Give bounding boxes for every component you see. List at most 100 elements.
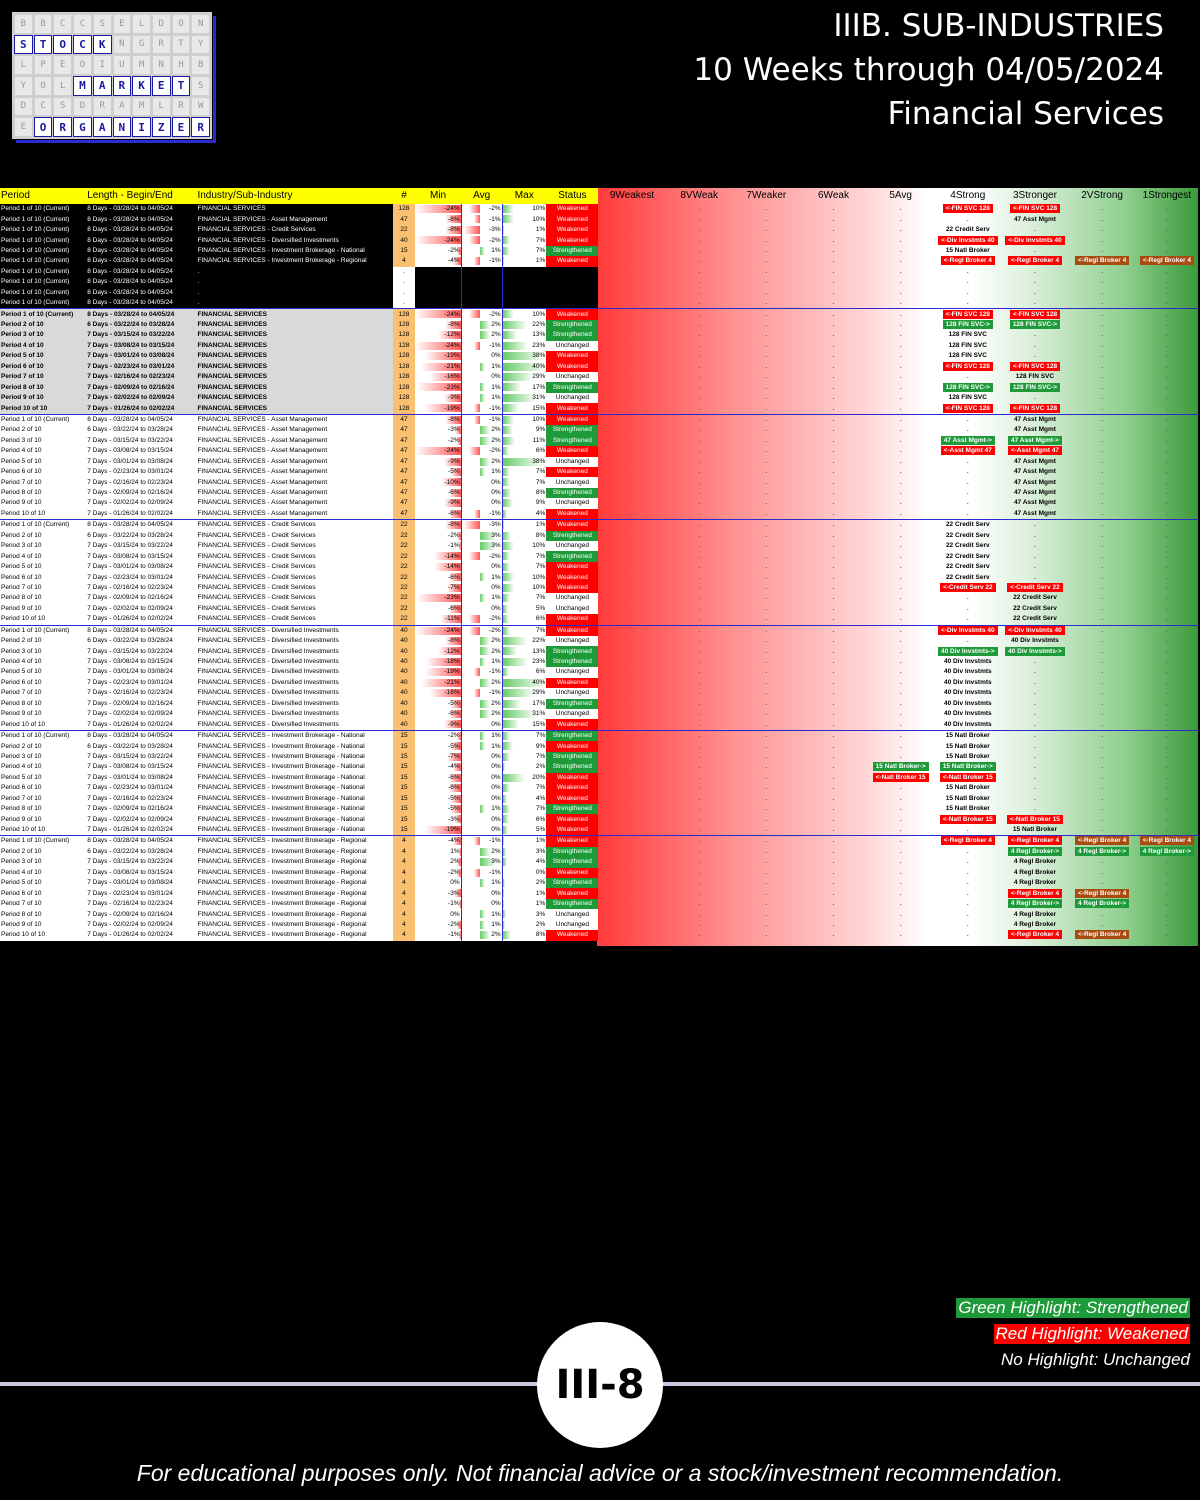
rank-tag: 128 FIN SVC xyxy=(948,341,987,349)
empty-marker: . xyxy=(765,583,768,591)
rank-8-cell: . xyxy=(666,246,733,256)
logo-filler-letter: W xyxy=(192,97,209,116)
empty-marker: . xyxy=(765,699,768,707)
empty-marker: . xyxy=(1165,732,1168,740)
empty-marker: . xyxy=(832,573,835,581)
rank-tag: 47 Asst Mgmt xyxy=(1013,499,1056,507)
rank-3-cell: <-Div Invstmts 40 xyxy=(1001,624,1069,636)
logo-letter: M xyxy=(73,76,92,96)
avg-value: 3% xyxy=(491,542,501,550)
rank-6-cell: . xyxy=(799,308,868,320)
rank-3-cell: 4 Regl Broker xyxy=(1001,857,1068,867)
status-cell: Strengthened xyxy=(546,487,599,499)
empty-marker: . xyxy=(899,563,902,571)
rank-tag: 4 Regl Broker xyxy=(1013,879,1057,887)
min-value: -8% xyxy=(448,415,460,423)
rank-5-cell: . xyxy=(867,267,934,277)
rank-9-cell: . xyxy=(598,624,666,636)
max-cell: 9% xyxy=(502,498,547,509)
logo-filler-letter: S xyxy=(192,76,209,95)
max-cell: 3% xyxy=(502,909,547,920)
status-cell: Strengthened xyxy=(546,656,599,668)
rank-8-cell: . xyxy=(665,729,733,742)
rank-9-cell: . xyxy=(598,436,665,446)
table-row: Period 2 of 10 6 Days - 03/22/24 to 03/28… xyxy=(0,741,1198,752)
max-cell: 1% xyxy=(502,224,547,236)
status-cell: Unchanged xyxy=(546,909,599,920)
rank-tag: 22 Credit Serv xyxy=(945,226,990,234)
length-cell: 7 Days - 03/08/24 to 03/15/24 xyxy=(86,340,197,352)
rank-1-cell: . xyxy=(1136,225,1198,235)
empty-marker: . xyxy=(832,531,835,539)
column-header: Period xyxy=(0,188,87,204)
min-value: -5% xyxy=(448,699,460,707)
min-value: -3% xyxy=(448,889,460,897)
column-header: 1Strongest xyxy=(1142,190,1192,201)
avg-value: -1% xyxy=(489,689,501,697)
rank-1-cell: <-Regl Broker 4 xyxy=(1135,835,1198,847)
empty-marker: . xyxy=(832,478,835,486)
logo-filler-letter: R xyxy=(93,97,111,116)
rank-6-cell: . xyxy=(800,551,867,561)
rank-1-cell: . xyxy=(1136,783,1198,793)
rank-2-cell: . xyxy=(1069,541,1136,551)
rank-7-cell: . xyxy=(733,382,800,392)
max-bar xyxy=(502,794,508,803)
rank-4-cell: . xyxy=(934,636,1001,646)
status-cell: Weakened xyxy=(546,741,599,752)
rank-tag: <-FIN SVC 128 xyxy=(1009,361,1061,371)
count-cell: 4 xyxy=(392,256,415,267)
rank-9-cell: . xyxy=(598,519,666,531)
rank-7-cell: . xyxy=(733,562,800,572)
disclaimer: For educational purposes only. Not finan… xyxy=(136,1460,1064,1486)
length-cell: 7 Days - 02/23/24 to 03/01/24 xyxy=(86,466,197,478)
empty-marker: . xyxy=(899,858,902,866)
avg-value: 1% xyxy=(491,594,501,602)
rank-8-cell: . xyxy=(666,277,733,287)
rank-4-cell: 47 Asst Mgmt-> xyxy=(934,435,1001,446)
count-cell: 15 xyxy=(392,729,415,742)
avg-cell: 0% xyxy=(460,498,503,509)
empty-marker: . xyxy=(832,215,835,223)
period-cell: Period 3 of 10 xyxy=(0,330,87,341)
status-cell: Strengthened xyxy=(546,435,599,447)
rank-6-cell: . xyxy=(800,804,867,814)
avg-value: -3% xyxy=(489,521,501,529)
avg-cell xyxy=(460,297,503,309)
rank-7-cell: . xyxy=(733,477,800,487)
avg-bar xyxy=(479,804,485,813)
empty-marker: . xyxy=(1101,226,1104,234)
length-cell: 7 Days - 02/02/24 to 02/09/24 xyxy=(86,498,197,509)
min-value: -8% xyxy=(448,521,460,529)
avg-cell: 2% xyxy=(460,846,503,858)
min-bar xyxy=(416,383,461,392)
empty-marker: . xyxy=(1165,805,1168,813)
rank-4-cell: . xyxy=(934,425,1001,435)
rank-4-cell: <-Regl Broker 4 xyxy=(934,835,1002,847)
avg-cell: 0% xyxy=(460,372,503,383)
rank-4-cell: <-Regl Broker 4 xyxy=(934,256,1001,266)
avg-bar xyxy=(479,742,485,751)
min-cell: -23% xyxy=(415,382,462,393)
rank-3-cell: 4 Regl Broker-> xyxy=(1001,846,1068,857)
max-cell: 17% xyxy=(502,698,547,709)
empty-marker: . xyxy=(765,752,768,760)
rank-4-cell: 128 FIN SVC xyxy=(934,393,1001,403)
logo-filler-letter: L xyxy=(133,15,150,33)
min-bar xyxy=(454,815,461,824)
min-value: -7% xyxy=(448,752,460,760)
rank-tag: 15 Natl Broker xyxy=(945,805,990,813)
rank-9-cell: . xyxy=(598,277,665,287)
period-cell: Period 1 of 10 (Current) xyxy=(0,266,87,278)
empty-marker: . xyxy=(698,468,701,476)
empty-marker: . xyxy=(698,689,701,697)
empty-marker: . xyxy=(1165,647,1168,655)
rank-5-cell: . xyxy=(867,488,934,498)
empty-marker: . xyxy=(832,889,835,897)
rank-7-cell: . xyxy=(733,204,800,214)
logo-filler-letter: L xyxy=(15,56,32,74)
empty-marker: . xyxy=(698,615,701,623)
status-cell: Weakened xyxy=(546,824,599,836)
max-cell: 29% xyxy=(502,372,547,383)
max-cell: 10% xyxy=(502,214,547,225)
